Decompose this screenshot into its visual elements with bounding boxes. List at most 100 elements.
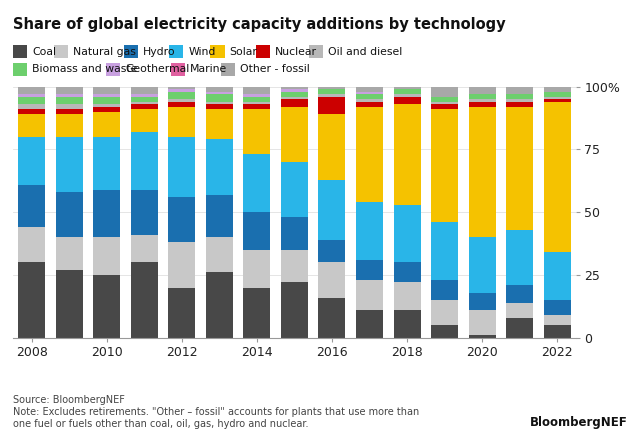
Bar [468,310,495,335]
Bar [131,109,157,132]
Bar [394,94,420,97]
Bar [394,87,420,89]
Bar [356,94,383,99]
Bar [319,180,346,240]
Bar [243,97,270,102]
Bar [394,97,420,104]
Text: Wind: Wind [188,47,216,57]
Text: Hydro: Hydro [143,47,175,57]
Bar [319,94,346,97]
Bar [168,102,195,107]
Bar [93,237,120,275]
Bar [319,97,346,114]
Bar [18,87,45,94]
Bar [18,104,45,109]
Bar [431,222,458,280]
Bar [319,89,346,94]
Bar [243,87,270,94]
Bar [243,250,270,288]
Bar [431,97,458,102]
Bar [319,114,346,180]
Bar [431,109,458,222]
Bar [506,94,533,99]
Bar [206,272,233,338]
Bar [206,194,233,237]
Bar [281,97,308,99]
Bar [468,87,495,94]
Bar [544,102,571,252]
Bar [56,114,83,137]
Bar [431,280,458,300]
Bar [281,99,308,107]
Bar [468,293,495,310]
Bar [506,303,533,318]
Bar [394,89,420,94]
Bar [93,275,120,338]
Bar [243,94,270,97]
Bar [506,87,533,94]
Bar [168,89,195,92]
Bar [431,325,458,338]
Bar [506,285,533,303]
Bar [281,92,308,97]
Text: Solar: Solar [230,47,257,57]
Bar [281,107,308,162]
Bar [56,270,83,338]
Bar [394,282,420,310]
Bar [356,260,383,280]
Bar [131,104,157,109]
Bar [18,184,45,227]
Text: Natural gas: Natural gas [74,47,136,57]
Text: Other - fossil: Other - fossil [240,64,310,74]
Text: Share of global electricity capacity additions by technology: Share of global electricity capacity add… [13,17,506,32]
Bar [356,102,383,107]
Bar [544,97,571,99]
Bar [168,242,195,288]
Bar [18,94,45,97]
Bar [281,162,308,217]
Bar [56,104,83,109]
Bar [206,109,233,139]
Bar [468,335,495,338]
Bar [56,137,83,192]
Bar [356,99,383,102]
Bar [206,94,233,102]
Bar [243,104,270,109]
Bar [206,139,233,194]
Bar [206,237,233,272]
Bar [168,197,195,242]
Bar [93,107,120,112]
Bar [356,107,383,202]
Bar [93,190,120,237]
Text: Marine: Marine [190,64,228,74]
Bar [131,102,157,104]
Bar [281,250,308,282]
Bar [93,104,120,107]
Bar [18,114,45,137]
Bar [431,102,458,104]
Bar [93,97,120,104]
Bar [243,155,270,212]
Text: Coal: Coal [32,47,56,57]
Bar [168,107,195,137]
Bar [131,235,157,262]
Bar [356,280,383,310]
Bar [93,94,120,97]
Bar [131,262,157,338]
Text: BloombergNEF: BloombergNEF [529,416,627,429]
Bar [93,137,120,190]
Bar [506,102,533,107]
Bar [243,109,270,155]
Bar [356,310,383,338]
Bar [468,99,495,102]
Bar [431,87,458,97]
Bar [394,310,420,338]
Bar [56,237,83,270]
Bar [506,230,533,285]
Bar [281,217,308,250]
Bar [56,87,83,94]
Bar [319,87,346,89]
Bar [18,109,45,114]
Bar [168,92,195,99]
Bar [93,87,120,94]
